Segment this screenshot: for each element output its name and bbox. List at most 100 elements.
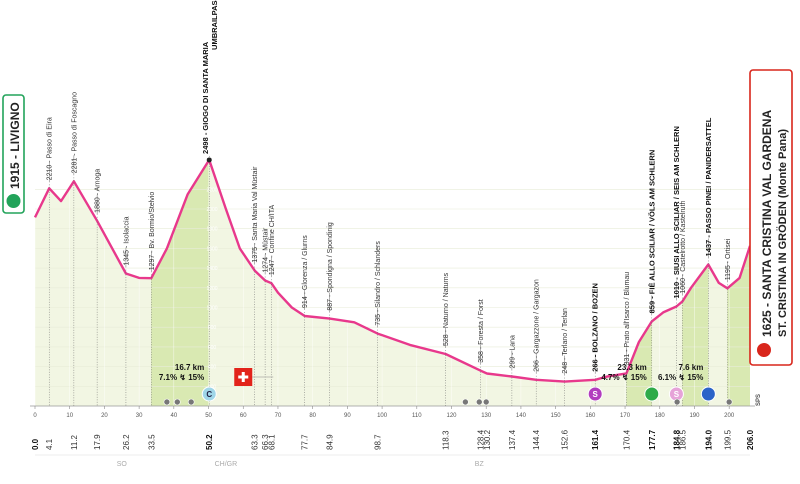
x-tick-label: 50 [205,413,212,419]
waypoint-label: 1060 - Castelrotto / Kastelruth [680,200,687,293]
x-tick-label: 30 [136,413,143,419]
km-marker-label: 26.2 [122,434,131,450]
x-tick-label: 80 [309,413,316,419]
km-marker-label: 66.3 [261,434,270,450]
km-marker-label: 194.0 [704,429,713,450]
waypoint-label: 2281 - Passo di Foscagno [71,92,78,173]
km-marker-label: 177.7 [648,429,657,450]
small-marker-icon [673,398,681,406]
km-marker-label: 144.4 [532,429,541,450]
sps-label: SPS [756,394,762,406]
waypoint-label: 1010 - SIUSI ALLO SCILIAR / SEIS AM SCHL… [672,126,681,298]
climb-length: 23.3 km [617,363,646,372]
km-marker-label: 50.2 [205,434,214,450]
summit-dot [206,157,212,163]
km-marker-label: 206.0 [746,429,755,450]
climb-length: 7.6 km [678,363,703,372]
sprint-label: S [593,390,599,399]
elevation-tick-label: 2000 [206,207,217,213]
x-tick-label: 170 [620,413,631,419]
flag-cross-h [238,375,249,379]
km-marker-label: 128.4 [477,429,486,450]
finish-badge: 1625 - SANTA CRISTINA VAL GARDENA ST. CR… [749,69,793,366]
small-marker-icon [725,398,733,406]
waypoint-label: 1375 - Santa Maria Val Müstair [252,166,259,263]
climb-badge [201,386,217,402]
x-tick-label: 100 [377,413,388,419]
start-badge: 1915 - LIVIGNO [2,94,25,214]
waypoint-label: 1247 - Confine CH/ITA [269,205,276,276]
finish-badge-frame [749,69,793,366]
km-marker-label: 68.1 [267,434,276,450]
waypoint-label: 248 - Terlano / Terlan [562,308,569,374]
small-marker-icon [475,398,483,406]
waypoint-label: 358 - Foresta / Forst [478,299,485,362]
waypoint-label: 1437 - PASSO PINEI / PANIDERSATTEL [704,117,713,256]
small-marker-icon [187,398,195,406]
waypoint-label: 887 - Spondigna / Spondinig [327,222,334,310]
waypoint-label: 1345 - Isolaccia [123,216,130,265]
km-marker-label: 63.3 [251,434,260,450]
start-icon [6,194,21,208]
summit-label: 2498 - GIOGO DI SANTA MARIA UMBRAILPASS [201,0,219,154]
finish-icon [757,343,771,357]
start-badge-frame [2,94,25,214]
km-marker-label: 186.5 [678,429,687,450]
elevation-tick-label: 2200 [206,187,217,193]
km-marker-label: 199.5 [723,429,732,450]
elevation-tick-label: 1000 [206,306,217,312]
climb-length: 16.7 km [175,363,204,372]
x-tick-label: 70 [275,413,282,419]
km-marker-label: 118.3 [442,430,451,450]
km-marker-label: 17.9 [93,434,102,450]
finish-label-line2: ST. CRISTINA IN GRÖDEN (Monte Pana) [776,129,789,337]
climb-badge [644,386,660,402]
km-marker-label: 170.4 [622,429,631,450]
km-marker-label: 137.4 [508,429,517,450]
profile-icons: S S SPS [163,368,762,406]
waypoint-label: 1195 - Ortisei [725,238,732,280]
waypoint-label: 1880 - Arnoga [95,169,102,213]
small-marker-icon [174,398,181,406]
region-labels: SO CH/GR BZ [35,454,750,468]
climb-gradient: 4.7% ↯ 15% [601,373,646,382]
elevation-tick-label: 1400 [206,266,217,272]
x-tick-label: 190 [689,413,700,419]
km-marker-label: 152.6 [561,429,570,450]
km-marker-label: 4.1 [45,438,54,450]
km-marker-label: 33.5 [147,434,156,450]
waypoint-label: 735 - Silandro / Schlanders [375,241,382,326]
x-tick-label: 200 [724,413,735,419]
waypoint-label: 1297 - Bv. Bormio/Stelvio [149,192,156,271]
waypoint-label: 528 - Naturno / Naturns [443,272,450,346]
x-tick-label: 120 [446,413,457,419]
elevation-tick-label: 600 [208,345,217,351]
x-tick-label: 20 [101,413,108,419]
small-marker-icon [462,398,469,406]
km-marker-label: 84.9 [326,434,335,450]
small-marker-icon [163,398,171,406]
waypoint-labels: 2210 - Passo di Eira 2281 - Passo di Fosc… [47,92,732,406]
x-tick-label: 130 [481,413,492,419]
climb-gradient: 6.1% ↯ 15% [658,373,703,382]
waypoint-label: 859 - FIÈ ALLO SCILIAR / VÖLS AM SCHLERN [647,150,656,314]
waypoint-label: 1274 - Müstair [263,227,270,272]
sprint-badge [587,386,603,402]
x-tick-label: 0 [33,413,37,419]
waypoint-label: 914 - Glorenza / Glurns [302,235,309,308]
km-marker-label: 77.7 [301,434,310,450]
region-label: CH/GR [215,461,238,468]
km-marker-label: 98.7 [374,434,383,450]
x-tick-label: 150 [551,413,562,419]
elevation-tick-label: 1800 [206,227,217,233]
x-axis: 0 10 20 30 40 50 60 70 80 90 100 110 120 130 140 150 160… [30,405,755,419]
elevation-profile [33,158,752,383]
waypoint-label: 299 - Lana [509,335,516,369]
climb-badge [700,386,716,402]
start-label: 1915 - LIVIGNO [8,102,22,189]
waypoint-label: 331 - Prato all'Isarco / Blumau [624,272,631,366]
x-tick-label: 140 [516,413,527,419]
climb-info: 16.7 km7.1% ↯ 15%C 23.3 km4.7% ↯ 15% 7.6 k… [159,363,716,402]
x-tick-label: 180 [655,413,666,419]
